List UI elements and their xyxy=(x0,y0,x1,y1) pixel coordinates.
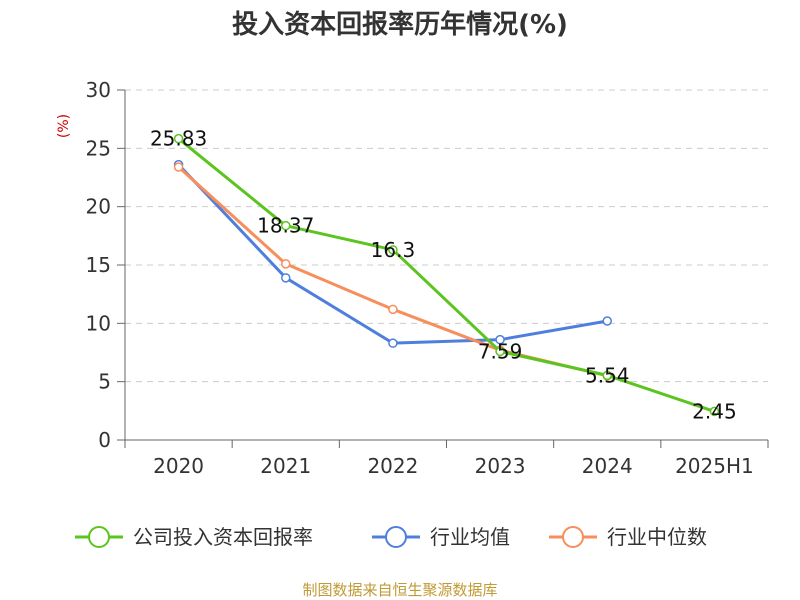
y-axis-label: (%) xyxy=(56,114,72,138)
data-point xyxy=(281,220,291,231)
source-note: 制图数据来自恒生聚源数据库 xyxy=(302,581,497,599)
data-point xyxy=(602,370,612,381)
x-tick-label: 2024 xyxy=(582,454,633,478)
legend-label: 行业中位数 xyxy=(607,525,707,549)
data-labels: 25.83 18.37 16.3 7.59 5.54 2.45 xyxy=(150,127,737,424)
x-tick-label: 2020 xyxy=(153,454,204,478)
y-axis: 0 5 10 15 20 25 30 xyxy=(86,78,126,452)
legend-label: 公司投入资本回报率 xyxy=(133,525,313,549)
data-point xyxy=(388,245,398,255)
data-point xyxy=(388,304,398,315)
gridlines xyxy=(125,89,768,383)
y-tick-label: 25 xyxy=(86,136,111,160)
legend-item[interactable]: 行业中位数 xyxy=(549,525,707,549)
data-point xyxy=(173,133,184,144)
legend-marker xyxy=(385,526,407,548)
x-axis: 2020 2021 2022 2023 2024 2025H1 xyxy=(124,439,769,478)
y-tick-label: 20 xyxy=(86,195,111,219)
y-tick-label: 0 xyxy=(98,428,111,452)
data-label: 25.83 xyxy=(150,127,207,151)
legend-marker xyxy=(562,526,584,548)
data-point xyxy=(495,346,505,357)
x-tick-label: 2023 xyxy=(475,454,526,478)
data-label: 2.45 xyxy=(692,399,737,423)
series-0 xyxy=(173,133,720,417)
legend-marker xyxy=(88,526,110,548)
legend-label: 行业均值 xyxy=(430,525,510,549)
data-point xyxy=(709,406,720,417)
y-tick-label: 5 xyxy=(98,370,111,394)
series-line xyxy=(177,137,715,413)
x-tick-label: 2021 xyxy=(260,454,311,478)
x-tick-label: 2025H1 xyxy=(675,454,754,478)
data-point xyxy=(495,334,505,345)
y-tick-label: 30 xyxy=(86,78,111,102)
data-label: 7.59 xyxy=(478,339,523,363)
data-label: 18.37 xyxy=(257,214,314,238)
data-point xyxy=(281,259,291,269)
x-tick-label: 2022 xyxy=(367,454,418,478)
data-label: 16.3 xyxy=(371,238,416,262)
legend-item[interactable]: 公司投入资本回报率 xyxy=(75,525,313,549)
data-label: 5.54 xyxy=(585,363,630,387)
data-point xyxy=(388,338,398,348)
legend: 公司投入资本回报率 行业均值 行业中位数 xyxy=(75,525,707,549)
y-tick-label: 15 xyxy=(86,253,111,277)
data-point xyxy=(602,316,612,326)
legend-item[interactable]: 行业均值 xyxy=(372,525,510,549)
chart-title: 投入资本回报率历年情况(%) xyxy=(232,9,568,40)
data-point xyxy=(281,273,291,283)
data-point xyxy=(173,162,184,172)
y-tick-label: 10 xyxy=(86,311,111,335)
